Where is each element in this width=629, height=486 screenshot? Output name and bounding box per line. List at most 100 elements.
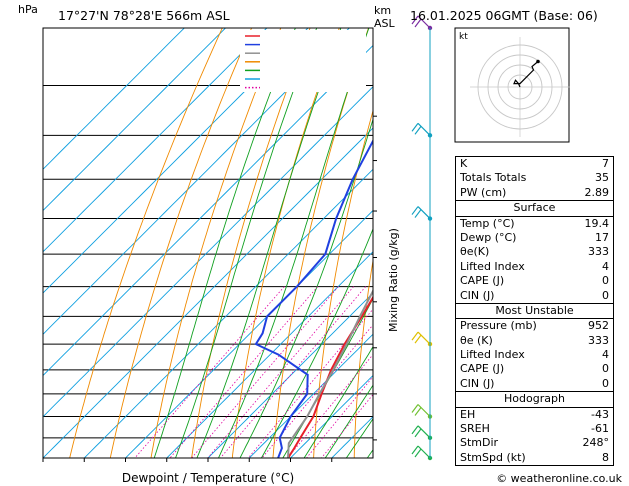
index-label: Dewp (°C) bbox=[460, 230, 517, 244]
index-row: PW (cm) 2.89 bbox=[456, 186, 613, 200]
legend-background bbox=[240, 30, 366, 92]
index-value: -43 bbox=[591, 407, 609, 421]
index-value: 0 bbox=[602, 288, 609, 302]
index-label: K bbox=[460, 157, 468, 170]
mixing-ratio-line bbox=[207, 286, 354, 458]
index-label: θe(K) bbox=[460, 245, 490, 259]
mixing-ratio-line bbox=[219, 286, 367, 458]
temperature-line bbox=[287, 295, 373, 458]
credit-text: © weatheronline.co.uk bbox=[496, 472, 622, 485]
isotherm-line bbox=[43, 127, 373, 458]
index-label: Lifted Index bbox=[460, 348, 525, 362]
wind-barb bbox=[411, 331, 433, 347]
isotherm-line bbox=[43, 28, 309, 294]
dry-adiabat-line bbox=[617, 28, 629, 462]
location-title: 17°27'N 78°28'E 566m ASL bbox=[58, 8, 230, 23]
isotherm-line bbox=[43, 28, 268, 253]
dewpoint-line bbox=[254, 138, 373, 458]
hodograph-frame bbox=[454, 27, 570, 143]
profile-lines bbox=[254, 138, 373, 458]
wind-barb-staff bbox=[417, 404, 431, 417]
wind-barb bbox=[411, 425, 433, 441]
wind-barb-flag bbox=[414, 18, 422, 28]
wind-barb bbox=[411, 206, 433, 221]
index-value: 4 bbox=[602, 348, 609, 362]
dry-adiabat-line bbox=[109, 28, 253, 458]
legend bbox=[240, 30, 366, 92]
wind-barbs bbox=[411, 15, 433, 461]
wind-barb-flag bbox=[411, 15, 419, 25]
wind-barb-flag bbox=[411, 445, 419, 455]
wind-barb-flag bbox=[411, 331, 419, 341]
index-value: 35 bbox=[595, 171, 609, 185]
index-value: 8 bbox=[602, 450, 609, 464]
wind-barb-staff bbox=[417, 445, 431, 459]
wet-adiabat-line bbox=[196, 28, 342, 458]
index-row: EH -43 bbox=[456, 408, 613, 422]
index-label: Lifted Index bbox=[460, 259, 525, 273]
wind-barb-staff bbox=[417, 425, 431, 439]
wind-barb bbox=[411, 122, 433, 138]
index-value: 7 bbox=[602, 157, 609, 170]
index-label: θe (K) bbox=[460, 333, 493, 347]
index-value: 248° bbox=[582, 436, 610, 450]
y-unit-label: hPa bbox=[18, 3, 38, 16]
index-label: Pressure (mb) bbox=[460, 319, 537, 333]
wind-barb-staff bbox=[417, 122, 431, 136]
wind-barb-staff bbox=[417, 331, 431, 345]
isotherm-line bbox=[43, 28, 226, 212]
index-row: StmDir 248° bbox=[456, 436, 613, 450]
index-value: 19.4 bbox=[584, 216, 610, 230]
axes bbox=[42, 115, 377, 462]
index-value: -61 bbox=[591, 422, 609, 436]
dry-adiabat-line bbox=[69, 28, 223, 458]
index-label: CAPE (J) bbox=[460, 362, 505, 376]
wind-barb-flag bbox=[414, 125, 422, 135]
wind-barb-flag bbox=[411, 122, 419, 132]
index-row: CIN (J) 0 bbox=[456, 377, 613, 391]
index-label: StmDir bbox=[460, 436, 499, 450]
wind-barb-flag bbox=[411, 206, 419, 215]
isotherm-line bbox=[43, 28, 350, 335]
wet-adiabat-line bbox=[217, 28, 370, 458]
index-value: 952 bbox=[588, 319, 609, 333]
dry-adiabat-line bbox=[395, 28, 457, 462]
datetime-title: 16.01.2025 06GMT (Base: 06) bbox=[410, 8, 598, 23]
index-label: SREH bbox=[460, 422, 490, 436]
index-value: 0 bbox=[602, 274, 609, 288]
hodograph-stats-title: Hodograph bbox=[456, 392, 613, 408]
dry-adiabat-line bbox=[191, 28, 311, 458]
most-unstable-title: Most Unstable bbox=[456, 304, 613, 320]
indices-group: K 7 Totals Totals 35 PW (cm) 2.89 bbox=[456, 157, 613, 202]
index-label: PW (cm) bbox=[460, 185, 507, 199]
hodograph-trace bbox=[513, 61, 539, 88]
wet-adiabat-line bbox=[260, 227, 373, 458]
index-value: 2.89 bbox=[584, 185, 610, 199]
mixing-ratio-line bbox=[305, 376, 373, 458]
isotherm-line bbox=[83, 168, 373, 458]
wet-adiabat-line bbox=[303, 345, 373, 458]
dry-adiabat-line bbox=[313, 109, 373, 458]
index-label: CAPE (J) bbox=[460, 274, 505, 288]
index-row: Lifted Index 4 bbox=[456, 348, 613, 362]
mixing-ratio-line bbox=[169, 286, 319, 458]
isotherm-line bbox=[207, 292, 373, 458]
index-row: CAPE (J) 0 bbox=[456, 362, 613, 376]
x-axis-label: Dewpoint / Temperature (°C) bbox=[122, 471, 294, 485]
hodograph-endpoint bbox=[536, 59, 540, 64]
mixing-ratio-axis-label: Mixing Ratio (g/kg) bbox=[387, 228, 400, 332]
index-value: 4 bbox=[602, 259, 609, 273]
index-row: Temp (°C) 19.4 bbox=[456, 217, 613, 231]
index-row: StmSpd (kt) 8 bbox=[456, 451, 613, 465]
dry-adiabat-line bbox=[231, 28, 340, 458]
surface-title: Surface bbox=[456, 201, 613, 217]
wind-barb-flag bbox=[414, 407, 422, 416]
km-unit-label: km bbox=[374, 4, 391, 17]
dry-adiabat-line bbox=[150, 28, 282, 458]
index-value: 0 bbox=[602, 362, 609, 376]
index-label: EH bbox=[460, 407, 476, 421]
hodograph-unit: kt bbox=[459, 32, 468, 42]
index-row: Pressure (mb) 952 bbox=[456, 319, 613, 333]
